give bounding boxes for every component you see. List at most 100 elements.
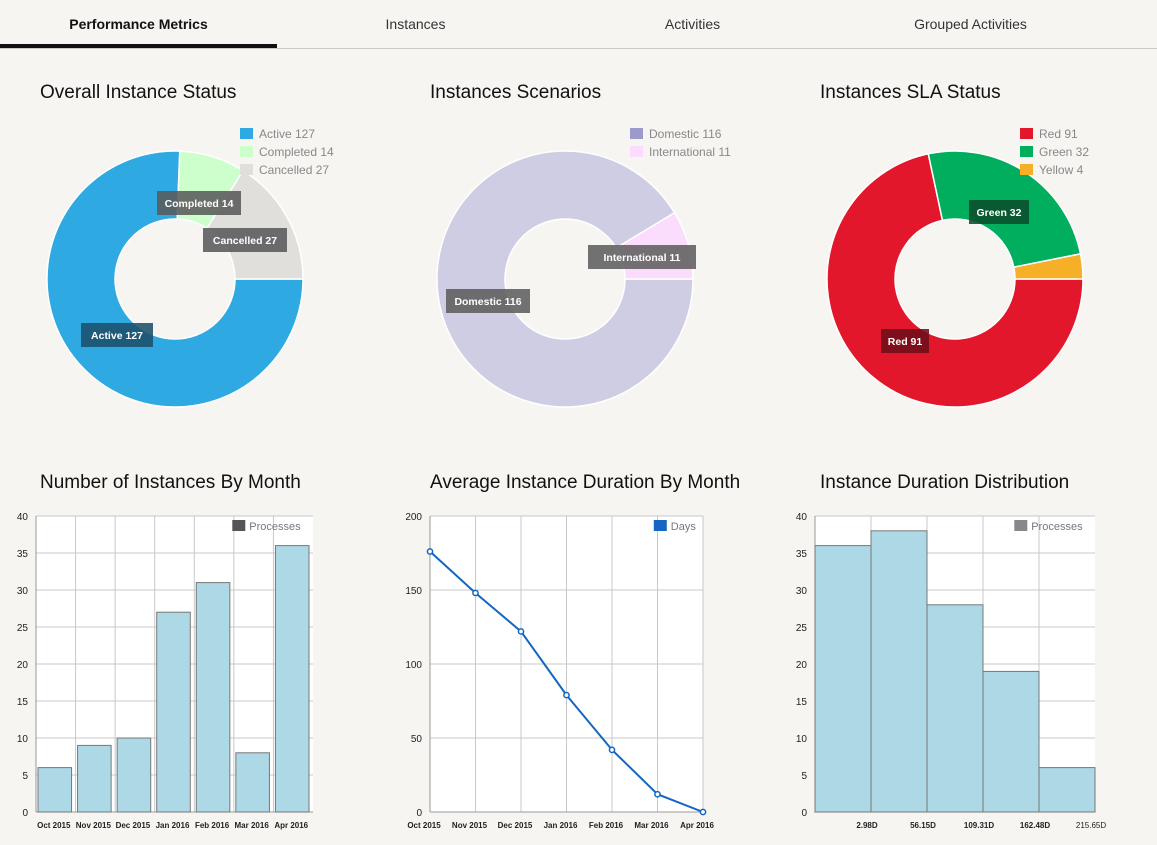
x-tick-label: 162.48D	[1020, 821, 1050, 830]
legend-swatch-active	[240, 128, 253, 139]
data-label-bg-international	[588, 245, 696, 269]
y-tick-label: 150	[405, 586, 422, 597]
chart-title-avg-duration: Average Instance Duration By Month	[430, 472, 741, 493]
x-tick-label: 215.65D	[1076, 821, 1106, 830]
y-tick-label: 25	[796, 623, 808, 634]
x-tick-label: Mar 2016	[634, 821, 669, 830]
x-tick-label: Dec 2015	[116, 821, 151, 830]
x-tick-label: 56.15D	[910, 821, 936, 830]
y-tick-label: 20	[796, 660, 808, 671]
y-tick-label: 10	[796, 734, 808, 745]
tab-grouped-activities[interactable]: Grouped Activities	[914, 16, 1027, 32]
x-tick-label: Dec 2015	[498, 821, 533, 830]
bar-mar-2016	[235, 752, 270, 813]
legend-swatch-processes	[1014, 520, 1028, 531]
tab-activities[interactable]: Activities	[664, 16, 721, 32]
x-tick-label: 109.31D	[964, 821, 994, 830]
y-tick-label: 200	[405, 512, 422, 523]
data-label-green: Green 32	[977, 207, 1022, 219]
line-point-jan-2016	[563, 691, 570, 699]
y-tick-label: 25	[17, 623, 29, 634]
data-label-completed: Completed 14	[165, 198, 234, 210]
y-tick-label: 30	[796, 586, 808, 597]
y-tick-label: 15	[17, 697, 29, 708]
bar-nov-2015	[77, 744, 112, 813]
data-label-red: Red 91	[888, 336, 923, 348]
chart-title-sla-status: Instances SLA Status	[820, 82, 1001, 103]
legend-label-days: Days	[671, 521, 697, 533]
legend-label-processes: Processes	[249, 521, 301, 533]
data-label-international: International 11	[603, 252, 680, 264]
line-point-apr-2016	[699, 808, 707, 816]
x-tick-label: Oct 2015	[407, 821, 441, 830]
chart-title-instances-by-month: Number of Instances By Month	[40, 472, 301, 493]
data-label-bg-active	[81, 323, 153, 347]
legend-label-yellow: Yellow 4	[1039, 163, 1084, 177]
bar-jan-2016	[156, 611, 191, 813]
y-tick-label: 40	[17, 512, 29, 523]
line-point-feb-2016	[608, 746, 616, 754]
bar-oct-2015	[37, 767, 73, 813]
chart-title-duration-distribution: Instance Duration Distribution	[820, 472, 1070, 493]
x-tick-label: Feb 2016	[195, 821, 230, 830]
x-tick-label: Nov 2015	[452, 821, 488, 830]
legend-label-completed: Completed 14	[259, 145, 334, 159]
y-tick-label: 5	[801, 771, 807, 782]
x-tick-label: Apr 2016	[680, 821, 714, 830]
y-tick-label: 100	[405, 660, 422, 671]
y-tick-label: 0	[416, 808, 422, 819]
legend-label-international: International 11	[649, 145, 731, 159]
donut-slice-yellow	[1012, 252, 1084, 280]
histogram-bar-56-15d	[870, 530, 928, 813]
x-tick-label: Mar 2016	[235, 821, 270, 830]
legend-label-red: Red 91	[1039, 127, 1078, 141]
data-label-bg-completed	[157, 191, 241, 215]
y-tick-label: 10	[17, 734, 29, 745]
y-tick-label: 50	[411, 734, 423, 745]
legend-swatch-cancelled	[240, 164, 253, 175]
data-label-bg-green	[969, 200, 1029, 224]
y-tick-label: 20	[17, 660, 29, 671]
y-tick-label: 35	[796, 549, 808, 560]
legend-label-processes: Processes	[1031, 521, 1083, 533]
chart-title-scenarios: Instances Scenarios	[430, 82, 602, 103]
y-tick-label: 0	[801, 808, 807, 819]
legend-swatch-red	[1020, 128, 1033, 139]
legend-swatch-international	[630, 146, 643, 157]
x-tick-label: Feb 2016	[589, 821, 624, 830]
x-tick-label: Oct 2015	[37, 821, 71, 830]
bar-feb-2016	[195, 582, 231, 813]
tab-instances[interactable]: Instances	[385, 16, 446, 32]
y-tick-label: 5	[22, 771, 28, 782]
y-tick-label: 35	[17, 549, 29, 560]
legend-swatch-domestic	[630, 128, 643, 139]
data-label-cancelled: Cancelled 27	[213, 235, 277, 247]
chart-title-overall-status: Overall Instance Status	[40, 82, 237, 103]
line-point-dec-2015	[517, 628, 525, 635]
tab-performance-metrics[interactable]: Performance Metrics	[0, 0, 277, 48]
x-tick-label: Jan 2016	[544, 821, 578, 830]
line-point-mar-2016	[654, 790, 661, 798]
line-point-oct-2015	[426, 548, 434, 555]
y-tick-label: 40	[796, 512, 808, 523]
legend-swatch-green	[1020, 146, 1033, 157]
x-tick-label: Nov 2015	[76, 821, 112, 830]
y-tick-label: 0	[22, 808, 28, 819]
bar-apr-2016	[274, 545, 310, 813]
legend-label-active: Active 127	[259, 127, 315, 141]
legend-swatch-completed	[240, 146, 253, 157]
bar-dec-2015	[116, 737, 152, 813]
data-label-active: Active 127	[91, 330, 143, 342]
legend-label-domestic: Domestic 116	[649, 127, 722, 141]
legend-swatch-yellow	[1020, 164, 1033, 175]
histogram-bar-109-31d	[926, 604, 984, 813]
x-tick-label: Apr 2016	[274, 821, 308, 830]
legend-swatch-days	[653, 520, 667, 531]
histogram-bar-162-48d	[982, 670, 1040, 813]
y-tick-label: 30	[17, 586, 29, 597]
donut-slice-domestic	[436, 150, 694, 408]
legend-label-green: Green 32	[1039, 145, 1089, 159]
data-label-bg-domestic	[446, 289, 530, 313]
y-tick-label: 15	[796, 697, 808, 708]
